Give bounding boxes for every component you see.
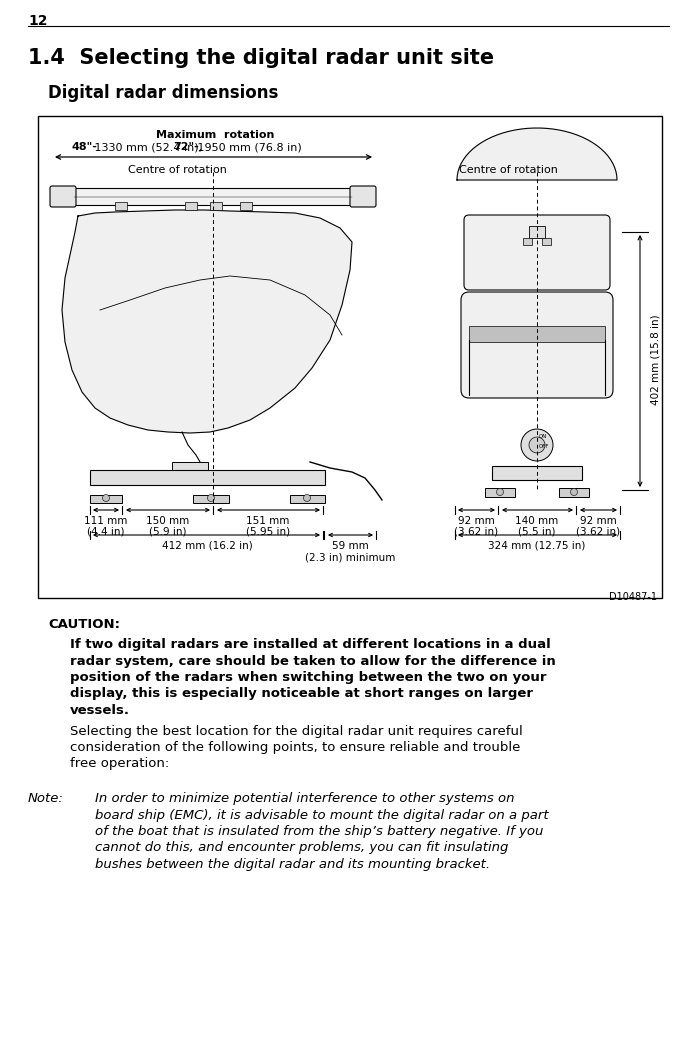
- Bar: [542, 238, 551, 245]
- Text: cannot do this, and encounter problems, you can fit insulating: cannot do this, and encounter problems, …: [95, 841, 508, 855]
- Text: 111 mm: 111 mm: [84, 516, 128, 526]
- Text: Note:: Note:: [28, 792, 64, 805]
- FancyBboxPatch shape: [350, 186, 376, 207]
- Text: 92 mm: 92 mm: [580, 516, 616, 526]
- Text: OFF: OFF: [539, 444, 549, 449]
- Text: 150 mm: 150 mm: [146, 516, 190, 526]
- Text: bushes between the digital radar and its mounting bracket.: bushes between the digital radar and its…: [95, 858, 490, 870]
- Bar: [240, 202, 252, 210]
- Bar: [529, 226, 545, 238]
- Text: Digital radar dimensions: Digital radar dimensions: [48, 84, 278, 102]
- Text: of the boat that is insulated from the ship’s battery negative. If you: of the boat that is insulated from the s…: [95, 825, 544, 838]
- Bar: [469, 326, 605, 342]
- Bar: [90, 470, 325, 485]
- Text: (2.3 in) minimum: (2.3 in) minimum: [305, 552, 395, 562]
- Text: ON: ON: [539, 435, 547, 440]
- Bar: [290, 495, 325, 503]
- Text: 412 mm (16.2 in): 412 mm (16.2 in): [162, 541, 252, 551]
- Text: If two digital radars are installed at different locations in a dual: If two digital radars are installed at d…: [70, 638, 551, 651]
- Text: (5.5 in): (5.5 in): [519, 527, 556, 537]
- Bar: [38, 116, 662, 598]
- Circle shape: [303, 494, 310, 502]
- Text: 324 mm (12.75 in): 324 mm (12.75 in): [489, 541, 585, 551]
- Text: position of the radars when switching between the two on your: position of the radars when switching be…: [70, 671, 546, 684]
- Text: consideration of the following points, to ensure reliable and trouble: consideration of the following points, t…: [70, 741, 521, 754]
- Bar: [193, 495, 229, 503]
- Bar: [523, 238, 532, 245]
- Text: 402 mm (15.8 in): 402 mm (15.8 in): [651, 315, 661, 405]
- Circle shape: [571, 488, 578, 495]
- Circle shape: [102, 494, 109, 502]
- Bar: [115, 202, 127, 210]
- Text: 151 mm: 151 mm: [246, 516, 290, 526]
- Text: 48"-: 48"-: [72, 142, 98, 152]
- Bar: [559, 488, 589, 497]
- Text: (3.62 in): (3.62 in): [454, 527, 498, 537]
- Circle shape: [521, 429, 553, 461]
- Text: D10487-1: D10487-1: [609, 593, 657, 602]
- Bar: [172, 462, 208, 472]
- Text: 1.4  Selecting the digital radar unit site: 1.4 Selecting the digital radar unit sit…: [28, 48, 494, 68]
- FancyBboxPatch shape: [50, 186, 76, 207]
- Text: Centre of rotation: Centre of rotation: [128, 165, 227, 175]
- FancyBboxPatch shape: [464, 215, 610, 291]
- Text: (3.62 in): (3.62 in): [576, 527, 620, 537]
- Text: 72"-: 72"-: [173, 142, 199, 152]
- Text: Selecting the best location for the digital radar unit requires careful: Selecting the best location for the digi…: [70, 724, 523, 738]
- Bar: [510, 222, 564, 252]
- Bar: [469, 323, 605, 358]
- Text: 1950 mm (76.8 in): 1950 mm (76.8 in): [194, 142, 302, 152]
- Polygon shape: [457, 129, 617, 180]
- Polygon shape: [62, 210, 352, 433]
- Text: (4.4 in): (4.4 in): [87, 527, 125, 537]
- Text: 1330 mm (52.4 in),: 1330 mm (52.4 in),: [91, 142, 206, 152]
- Bar: [492, 466, 582, 480]
- Text: board ship (EMC), it is advisable to mount the digital radar on a part: board ship (EMC), it is advisable to mou…: [95, 809, 549, 821]
- Text: vessels.: vessels.: [70, 704, 130, 717]
- FancyBboxPatch shape: [461, 292, 613, 398]
- Text: display, this is especially noticeable at short ranges on larger: display, this is especially noticeable a…: [70, 688, 533, 700]
- Text: 12: 12: [28, 14, 47, 28]
- Text: 92 mm: 92 mm: [458, 516, 494, 526]
- Bar: [485, 488, 515, 497]
- Text: radar system, care should be taken to allow for the difference in: radar system, care should be taken to al…: [70, 654, 556, 668]
- Text: 59 mm: 59 mm: [332, 541, 369, 551]
- Text: In order to minimize potential interference to other systems on: In order to minimize potential interfere…: [95, 792, 514, 805]
- Text: free operation:: free operation:: [70, 758, 169, 770]
- Bar: [210, 202, 222, 210]
- Text: (5.9 in): (5.9 in): [149, 527, 187, 537]
- Text: (5.95 in): (5.95 in): [246, 527, 290, 537]
- Text: CAUTION:: CAUTION:: [48, 618, 120, 631]
- Text: 140 mm: 140 mm: [515, 516, 558, 526]
- Circle shape: [529, 437, 545, 452]
- Bar: [185, 202, 197, 210]
- Bar: [90, 495, 122, 503]
- Bar: [70, 188, 356, 205]
- Circle shape: [208, 494, 215, 502]
- Circle shape: [496, 488, 503, 495]
- Text: Centre of rotation: Centre of rotation: [459, 165, 558, 175]
- Text: Maximum  rotation: Maximum rotation: [156, 130, 274, 140]
